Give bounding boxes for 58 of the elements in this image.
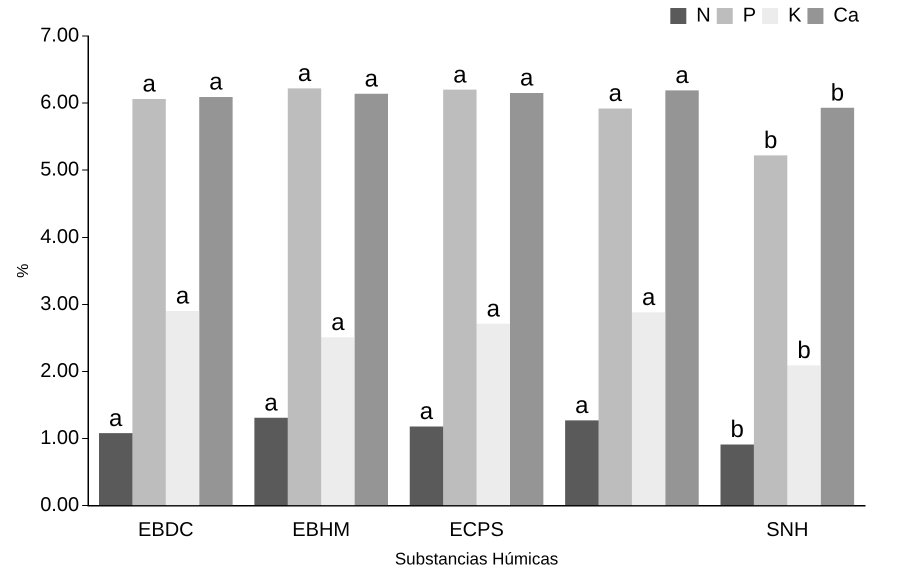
y-tick-label: 0.00: [40, 494, 80, 516]
y-tick-label: 2.00: [40, 360, 80, 382]
bar: [787, 365, 821, 506]
bar: [321, 337, 355, 506]
bar: [254, 418, 288, 506]
bar: [598, 108, 632, 506]
y-tick-label: 3.00: [40, 292, 80, 315]
data-label: a: [520, 64, 534, 92]
bar: [665, 90, 699, 506]
bar: [199, 97, 233, 506]
data-label: b: [830, 79, 844, 106]
bar: [720, 444, 754, 506]
legend-label: N: [696, 4, 711, 27]
legend-label: Ca: [833, 4, 860, 27]
x-tick-label: SNH: [766, 519, 808, 542]
data-label: a: [486, 295, 501, 322]
data-label: b: [797, 337, 811, 364]
data-label: a: [109, 404, 124, 432]
data-label: a: [264, 389, 278, 416]
bar: [443, 90, 477, 506]
data-label: a: [642, 284, 656, 312]
y-tick-label: 1.00: [40, 427, 80, 450]
data-label: a: [420, 398, 434, 426]
bar: [510, 93, 544, 506]
bar: [410, 426, 444, 506]
x-axis-title: Substancias Húmicas: [394, 549, 558, 568]
y-axis-title: %: [15, 264, 32, 278]
data-label: a: [176, 282, 190, 310]
x-tick-label: ECPS: [449, 519, 504, 542]
data-label: b: [764, 127, 778, 154]
y-tick-label: 6.00: [40, 92, 80, 114]
data-label: a: [675, 62, 690, 89]
bar: [166, 311, 200, 506]
y-tick-label: 4.00: [40, 226, 80, 248]
x-tick-label: EBDC: [138, 519, 194, 542]
bar: [288, 88, 322, 506]
legend-label: K: [788, 4, 802, 27]
bar: [354, 94, 388, 506]
bar: [132, 99, 166, 506]
data-label: a: [142, 70, 156, 98]
data-label: a: [298, 60, 312, 87]
y-tick-label: 7.00: [40, 24, 80, 47]
y-tick-label: 5.00: [40, 158, 80, 181]
data-label: a: [331, 308, 346, 336]
data-label: a: [608, 80, 623, 108]
bar: [565, 420, 599, 506]
bar: [820, 108, 854, 506]
bar: [476, 324, 510, 506]
data-label: a: [575, 392, 590, 420]
bar: [754, 155, 788, 506]
bar: [99, 433, 132, 506]
data-label: b: [730, 416, 744, 444]
bar: [632, 312, 666, 506]
data-label: a: [453, 61, 468, 88]
data-label: a: [209, 68, 224, 96]
x-tick-label: EBHM: [292, 519, 350, 542]
data-label: a: [364, 65, 379, 92]
legend-label: P: [742, 4, 756, 27]
